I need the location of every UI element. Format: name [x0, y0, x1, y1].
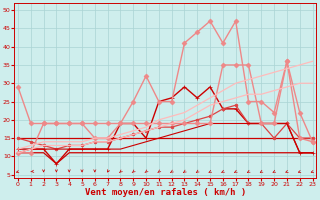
X-axis label: Vent moyen/en rafales ( km/h ): Vent moyen/en rafales ( km/h ) [84, 188, 246, 197]
